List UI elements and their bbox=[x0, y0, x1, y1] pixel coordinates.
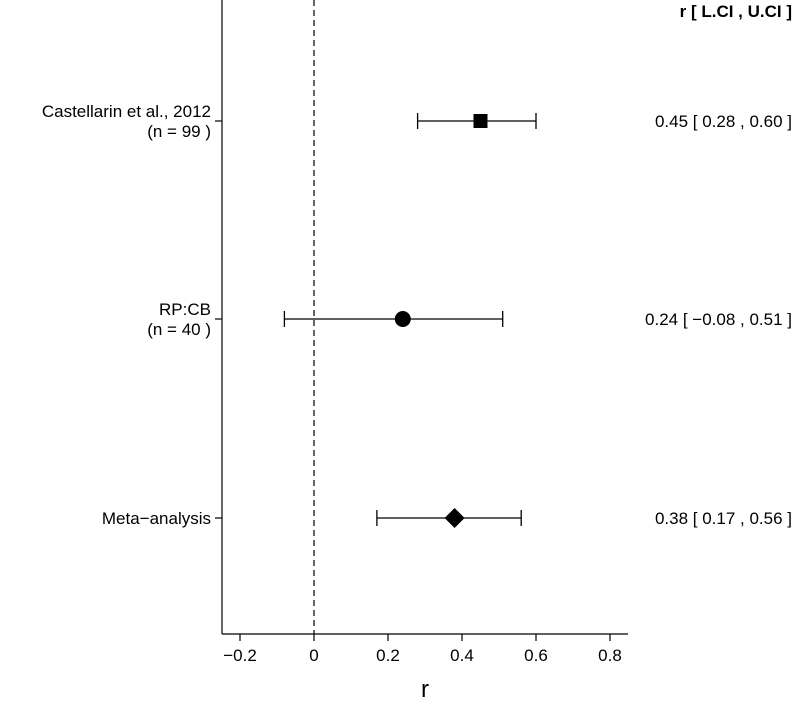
study-row: RP:CB(n = 40 ) 0.24 [ −0.08 , 0.51 ] bbox=[147, 300, 792, 339]
study-label: RP:CB bbox=[159, 300, 211, 319]
x-tick-label: −0.2 bbox=[223, 646, 257, 665]
ci-value-text: 0.24 [ −0.08 , 0.51 ] bbox=[645, 310, 792, 329]
x-axis-ticks: −0.2 0 0.2 0.4 0.6 0.8 bbox=[223, 634, 622, 665]
point-estimate-diamond bbox=[444, 508, 465, 528]
study-row: Meta−analysis 0.38 [ 0.17 , 0.56 ] bbox=[102, 508, 792, 528]
ci-value-text: 0.38 [ 0.17 , 0.56 ] bbox=[655, 509, 792, 528]
point-estimate-square bbox=[473, 114, 488, 128]
study-sample-size: (n = 99 ) bbox=[147, 122, 211, 141]
point-estimate-circle bbox=[394, 311, 411, 327]
x-tick-label: 0.4 bbox=[450, 646, 474, 665]
study-sample-size: (n = 40 ) bbox=[147, 320, 211, 339]
ci-value-text: 0.45 [ 0.28 , 0.60 ] bbox=[655, 112, 792, 131]
x-tick-label: 0.2 bbox=[376, 646, 400, 665]
x-tick-label: 0 bbox=[309, 646, 318, 665]
study-row: Castellarin et al., 2012(n = 99 ) 0.45 [ … bbox=[42, 102, 792, 141]
x-tick-label: 0.6 bbox=[524, 646, 548, 665]
study-label: Meta−analysis bbox=[102, 509, 211, 528]
x-axis-label: r bbox=[421, 676, 429, 701]
study-rows: Castellarin et al., 2012(n = 99 ) 0.45 [ … bbox=[42, 102, 792, 528]
ci-column-header: r [ L.CI , U.CI ] bbox=[680, 2, 792, 21]
x-tick-label: 0.8 bbox=[598, 646, 622, 665]
study-label: Castellarin et al., 2012 bbox=[42, 102, 211, 121]
